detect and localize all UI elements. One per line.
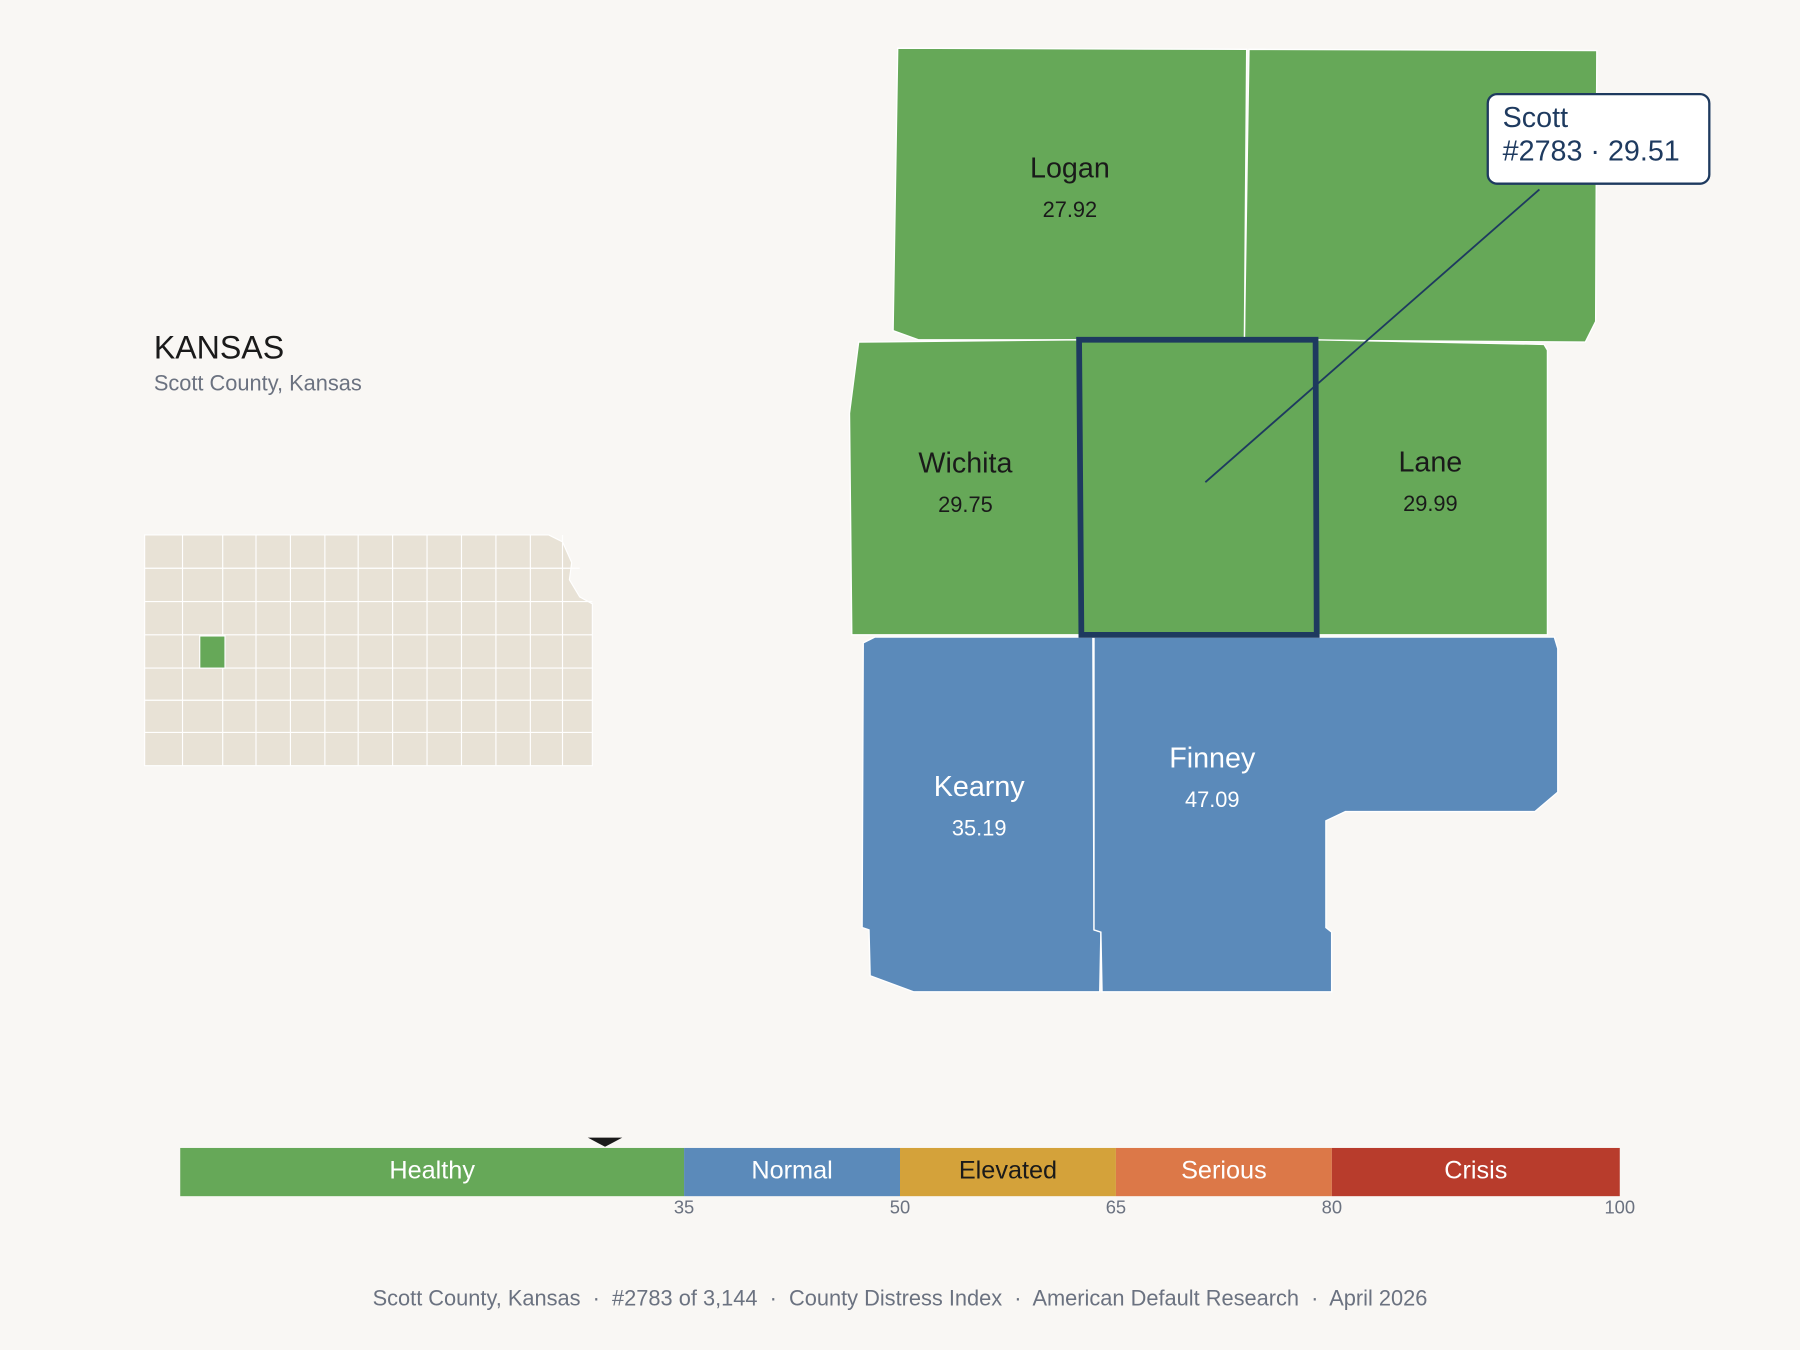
legend-swatch [1331, 1147, 1620, 1197]
county-name: Logan [1030, 152, 1110, 184]
county-name: Kearny [934, 771, 1026, 803]
footer: Scott County, Kansas · #2783 of 3,144 · … [373, 1285, 1428, 1310]
legend-swatch [900, 1147, 1116, 1197]
county-shape [848, 339, 1083, 636]
legend-label: Serious [1181, 1157, 1267, 1185]
legend-tick: 80 [1322, 1197, 1342, 1218]
callout-leader [1204, 188, 1541, 483]
county-value: 29.99 [1403, 491, 1458, 516]
callout-detail: #2783 · 29.51 [1503, 135, 1680, 167]
legend-tick: 65 [1106, 1197, 1126, 1218]
county-name: Wichita [918, 448, 1012, 480]
selected-county [1076, 336, 1320, 638]
subtitle: Scott County, Kansas [154, 370, 362, 395]
inset-map [144, 534, 593, 767]
county-value: 29.75 [938, 492, 993, 517]
label-layer: Logan 27.92 Wichita 29.75 Lane 29.99 Kearny 35.… [918, 92, 1711, 841]
legend-marker [587, 1137, 623, 1147]
legend-tick: 50 [890, 1197, 910, 1218]
legend: Healthy Normal Elevated Serious Crisis 35 50 65… [180, 1137, 1635, 1218]
inset-selected [199, 635, 226, 669]
inset-borders [144, 534, 593, 766]
county-shape [1314, 339, 1549, 636]
legend-label: Healthy [389, 1157, 475, 1185]
legend-tick: 100 [1604, 1197, 1635, 1218]
county-shape [892, 47, 1248, 341]
callout-box [1486, 92, 1711, 185]
callout-name: Scott [1503, 102, 1568, 134]
county-layer [848, 47, 1598, 993]
state-title: KANSAS [154, 330, 284, 366]
legend-label: Normal [751, 1157, 832, 1185]
county-name: Lane [1398, 446, 1462, 478]
legend-label: Elevated [959, 1157, 1057, 1185]
county-value: 47.09 [1185, 787, 1240, 812]
legend-swatch [180, 1147, 685, 1197]
county-value: 27.92 [1043, 197, 1098, 222]
county-shape [861, 636, 1102, 993]
legend-tick: 35 [674, 1197, 694, 1218]
legend-swatch [684, 1147, 900, 1197]
county-value: 35.19 [952, 816, 1007, 841]
county-shape [1093, 636, 1559, 993]
legend-label: Crisis [1444, 1157, 1507, 1185]
county-name: Finney [1169, 743, 1256, 775]
legend-swatch [1115, 1147, 1332, 1197]
